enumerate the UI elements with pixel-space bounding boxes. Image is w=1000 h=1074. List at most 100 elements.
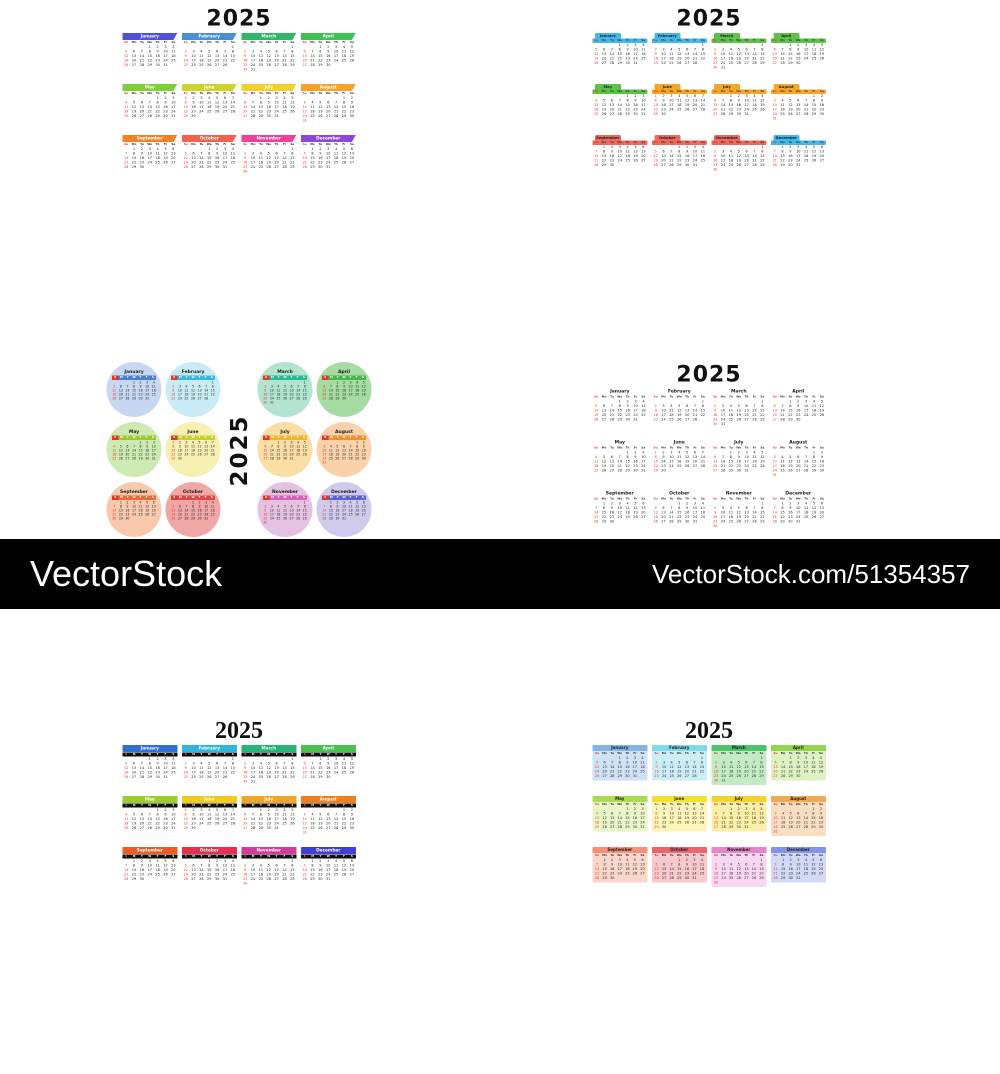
day-cell: 30 <box>711 422 719 427</box>
day-cell: 25 <box>779 112 787 117</box>
day-cell: 30 <box>162 114 170 119</box>
day-cell: 27 <box>138 826 146 831</box>
day-cell: 25 <box>639 413 647 418</box>
day-cell: 29 <box>810 469 818 474</box>
day-cell: 30 <box>154 63 162 68</box>
day-cell: 25 <box>802 515 810 520</box>
day-cell: 29 <box>182 826 190 831</box>
day-cell: 29 <box>786 418 794 423</box>
day-cell: 30 <box>213 877 221 882</box>
weekday-label: W <box>205 855 213 859</box>
day-cell: 28 <box>209 453 216 457</box>
day-cell: 26 <box>600 469 608 474</box>
day-cell: 31 <box>631 774 639 779</box>
day-cell: 25 <box>122 826 130 831</box>
day-cell: 30 <box>735 112 743 117</box>
day-cell: 31 <box>301 119 309 124</box>
day-cell: 25 <box>639 57 647 62</box>
month-header: May <box>122 796 177 803</box>
day-cell: 28 <box>301 877 309 882</box>
day-cell: 31 <box>249 68 257 73</box>
day-cell: 28 <box>328 397 335 401</box>
weekday-label: S <box>360 496 366 501</box>
day-cell: 25 <box>802 159 810 164</box>
month-name: April <box>317 370 372 376</box>
day-cell: 26 <box>348 59 356 64</box>
month-name: June <box>166 430 221 436</box>
day-cell: 25 <box>295 453 302 457</box>
weekday-label: T <box>257 855 265 859</box>
day-cell: 24 <box>719 163 727 168</box>
weekday-label: M <box>249 855 257 859</box>
weekday-label: S <box>182 753 190 757</box>
day-cell: 29 <box>624 112 632 117</box>
year-title: 2025 <box>122 718 357 743</box>
day-cell: 27 <box>177 517 184 521</box>
weekday-label: S <box>182 855 190 859</box>
day-cell: 28 <box>295 397 302 401</box>
month-name: October <box>652 491 707 497</box>
day-cell: 26 <box>205 775 213 780</box>
day-cell: 27 <box>794 112 802 117</box>
month-header: November <box>241 847 296 854</box>
day-cell: 26 <box>818 413 826 418</box>
day-cell: 28 <box>608 774 616 779</box>
month-header: June <box>182 796 237 803</box>
month-name: July <box>711 440 766 446</box>
day-cell: 25 <box>624 159 632 164</box>
day-cell: 29 <box>600 520 608 525</box>
day-cell: 27 <box>600 418 608 423</box>
month-name: June <box>652 440 707 446</box>
month-name: April <box>771 389 826 395</box>
weekday-label: M <box>249 804 257 808</box>
day-cell: 28 <box>802 112 810 117</box>
day-cell: 25 <box>727 163 735 168</box>
day-cell: 30 <box>818 469 826 474</box>
day-cell: 28 <box>146 114 154 119</box>
day-cell: 28 <box>281 775 289 780</box>
day-cell: 31 <box>321 461 328 465</box>
day-cell: 25 <box>154 873 162 878</box>
day-cell: 29 <box>288 63 296 68</box>
weekday-label: M <box>249 753 257 757</box>
month-name: December <box>771 491 826 497</box>
day-cell: 29 <box>652 112 660 117</box>
weekday-label: T <box>332 804 340 808</box>
day-cell: 25 <box>229 161 237 166</box>
day-cell: 27 <box>771 418 779 423</box>
day-cell: 31 <box>794 520 802 525</box>
day-cell: 29 <box>779 520 787 525</box>
day-cell: 30 <box>794 61 802 66</box>
weekday-label: S <box>229 855 237 859</box>
day-cell: 26 <box>144 513 151 517</box>
day-cell: 25 <box>810 57 818 62</box>
day-cell: 25 <box>257 877 265 882</box>
weekday-label: S <box>301 753 309 757</box>
weekday-label: F <box>221 753 229 757</box>
day-cell: 30 <box>162 826 170 831</box>
day-cell: 24 <box>332 771 340 776</box>
month-header: August <box>301 796 356 803</box>
weekday-label: T <box>332 855 340 859</box>
month-name: August <box>771 440 826 446</box>
